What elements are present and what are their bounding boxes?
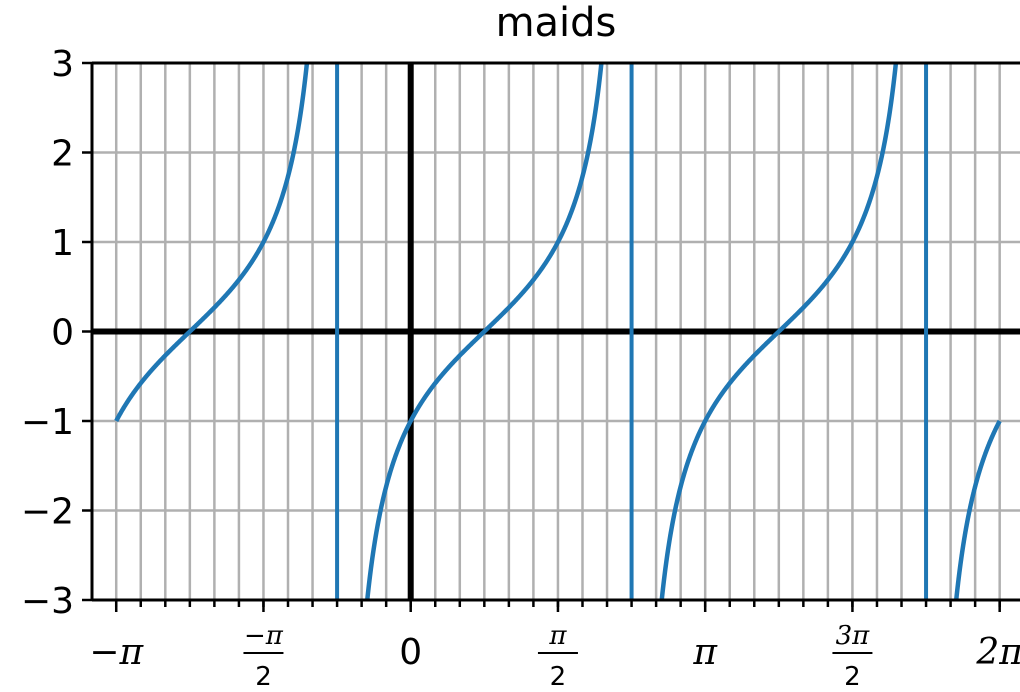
x-tick-label: 2π: [975, 632, 1020, 673]
series-layer: [114, 63, 1002, 600]
y-tick-label: −2: [21, 492, 74, 533]
x-tick-label-denominator: 2: [550, 662, 567, 692]
x-tick-label: −π: [89, 632, 144, 673]
x-tick-label-numerator: 3π: [836, 621, 871, 651]
x-tick-label-denominator: 2: [844, 662, 861, 692]
x-tick-fraction-label: π2: [537, 621, 578, 692]
y-tick-label: 1: [51, 223, 74, 264]
x-tick-label-numerator: −π: [244, 621, 284, 651]
series-line-segment: [953, 419, 1002, 600]
x-tick-label: 0: [399, 632, 422, 673]
y-tick-label: 0: [51, 313, 74, 354]
series-line-segment: [114, 63, 310, 423]
y-tick-label: −3: [21, 581, 74, 622]
y-tick-label: 2: [51, 134, 74, 175]
series-line-segment: [364, 63, 604, 600]
x-tick-label-numerator: π: [548, 621, 567, 651]
y-tick-label: −1: [21, 402, 74, 443]
chart-title: maids: [496, 0, 617, 46]
x-tick-fraction-label: 3π2: [832, 621, 873, 692]
zero-lines: [92, 63, 1020, 600]
series-line-segment: [659, 63, 899, 600]
x-tick-fraction-label: −π 2: [243, 621, 284, 692]
x-tick-label: π: [692, 632, 718, 673]
x-tick-label-denominator: 2: [255, 662, 272, 692]
y-tick-label: 3: [51, 44, 74, 85]
